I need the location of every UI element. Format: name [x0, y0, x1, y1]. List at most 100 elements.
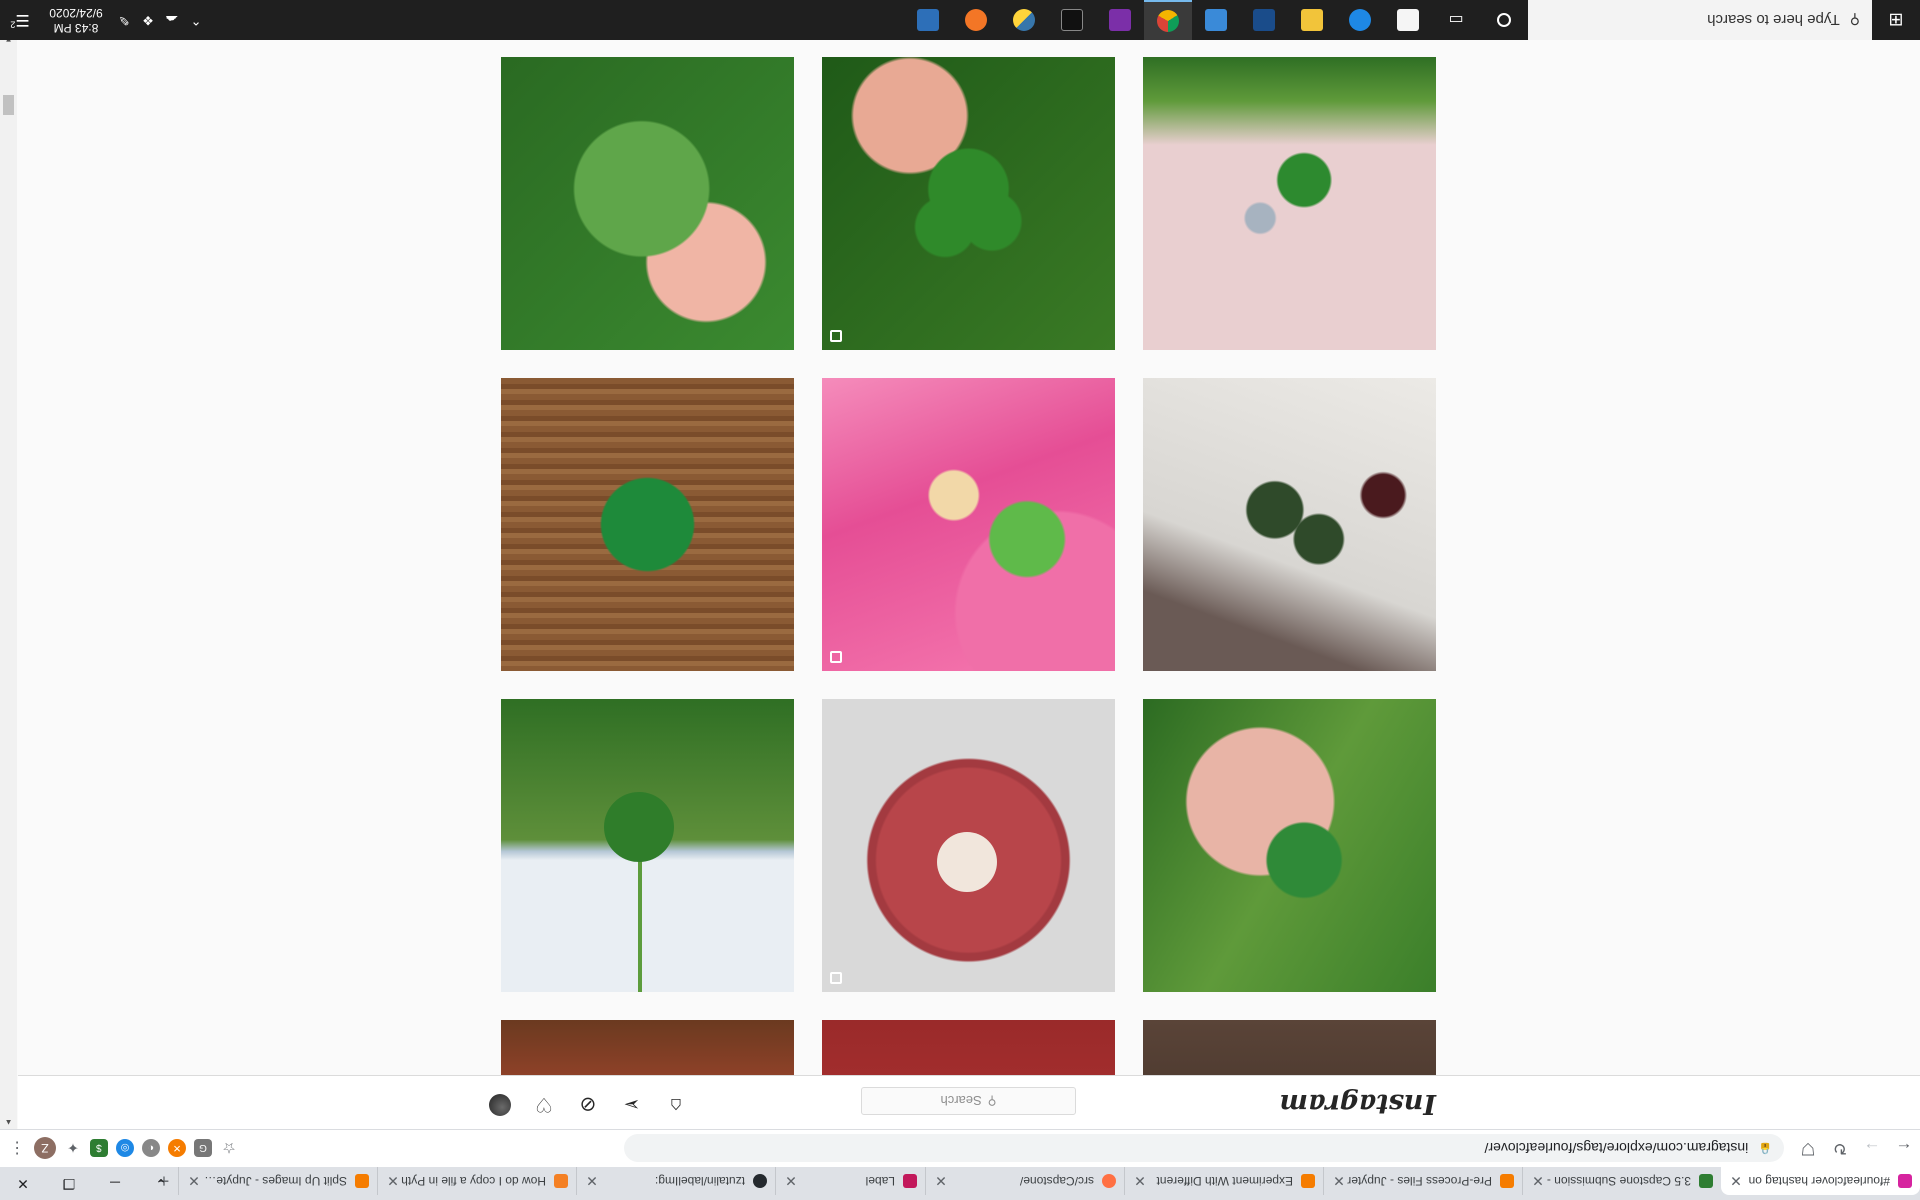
url-text: instagram.com/explore/tags/fourleafclove…	[1484, 1140, 1749, 1157]
puzzle-extensions-icon[interactable]: ✦	[67, 1140, 79, 1157]
tab-close-icon[interactable]: ✕	[1730, 1173, 1742, 1190]
page-scrollbar[interactable]: ▲ ▼	[0, 33, 17, 1129]
windows-start-icon[interactable]: ⊞	[1888, 10, 1904, 31]
dropbox-icon[interactable]: ❖	[142, 13, 154, 28]
jupyter-icon[interactable]	[952, 0, 1000, 40]
tab-close-icon[interactable]: ✕	[387, 1173, 399, 1190]
post-thumbnail[interactable]	[501, 57, 794, 350]
star-icon[interactable]: ☆	[222, 1139, 236, 1156]
post-thumbnail[interactable]	[822, 699, 1115, 992]
office-app-icon[interactable]	[1384, 0, 1432, 40]
tab-instagram[interactable]: #fourleafclover hashtag on ✕	[1721, 1167, 1920, 1195]
onenote-icon[interactable]	[1096, 0, 1144, 40]
post-thumbnail[interactable]	[501, 378, 794, 671]
pen-icon[interactable]: ✎	[118, 13, 130, 28]
post-thumbnail[interactable]	[1143, 378, 1436, 671]
instagram-search-input[interactable]: ⚲ Search	[861, 1087, 1076, 1115]
terminal-icon[interactable]	[1048, 0, 1096, 40]
tab-label: How do I copy a file in Pyth	[401, 1174, 546, 1188]
profile-avatar-icon[interactable]	[488, 1093, 512, 1117]
tab-close-icon[interactable]: ✕	[586, 1173, 598, 1190]
tab-label-tool[interactable]: Label ✕	[775, 1167, 925, 1195]
search-icon: ⚲	[1849, 12, 1860, 29]
back-arrow-icon[interactable]: ←	[1895, 1139, 1913, 1159]
calculator-app-icon[interactable]	[904, 0, 952, 40]
tab-close-icon[interactable]: ✕	[1532, 1173, 1544, 1190]
notification-center-icon[interactable]: ☰2	[10, 11, 30, 30]
tab-label: #fourleafclover hashtag on	[1748, 1174, 1890, 1188]
x-extension-icon[interactable]: ✕	[168, 1139, 186, 1157]
tab-search-icon[interactable]: ⌄	[155, 1176, 167, 1192]
window-controls: ⌄ ─ ❐ ✕	[0, 1167, 184, 1200]
search-icon: ⚲	[987, 1094, 997, 1108]
photos-app-icon[interactable]	[1192, 0, 1240, 40]
tab-labelimg-github[interactable]: tzutalin/labelImg: ✕	[576, 1167, 775, 1195]
carousel-icon	[830, 330, 842, 342]
tab-stackoverflow[interactable]: How do I copy a file in Pyth ✕	[377, 1167, 576, 1195]
cortana-icon[interactable]	[1480, 0, 1528, 40]
circle-extension-icon[interactable]: ◐	[142, 1139, 160, 1157]
lock-icon[interactable]: 🔒	[1758, 1142, 1772, 1154]
instagram-logo[interactable]: Instagram	[1279, 1088, 1436, 1119]
github-favicon-icon	[753, 1174, 767, 1188]
kebab-menu-icon[interactable]: ⋮	[9, 1139, 25, 1156]
jupyter-spinner-favicon-icon	[1102, 1174, 1116, 1188]
python-icon[interactable]	[1000, 0, 1048, 40]
tab-close-icon[interactable]: ✕	[188, 1173, 200, 1190]
g-extension-icon[interactable]: G	[194, 1139, 212, 1157]
scroll-up-icon[interactable]: ▲	[4, 1118, 13, 1127]
tab-split-up-images[interactable]: Split Up Images - Jupyter N ✕	[178, 1167, 377, 1195]
tab-close-icon[interactable]: ✕	[785, 1173, 797, 1190]
bookmark-icon[interactable]: ⛉	[1801, 1139, 1815, 1159]
explore-compass-icon[interactable]: ⊘	[579, 1093, 597, 1116]
post-thumbnail[interactable]	[822, 57, 1115, 350]
profile-avatar[interactable]: Z	[34, 1137, 56, 1159]
tab-close-icon[interactable]: ✕	[935, 1173, 947, 1190]
minimize-icon[interactable]: ─	[110, 1175, 120, 1192]
clover-stem	[638, 852, 642, 992]
post-thumbnail[interactable]	[1143, 57, 1436, 350]
activity-heart-icon[interactable]: ♡	[535, 1093, 553, 1116]
tab-close-icon[interactable]: ✕	[1134, 1173, 1146, 1190]
address-bar[interactable]: 🔒 instagram.com/explore/tags/fourleafclo…	[624, 1134, 1784, 1163]
reload-icon[interactable]: ↻	[1832, 1139, 1848, 1159]
home-icon[interactable]: ⌂	[669, 1094, 683, 1117]
post-thumbnail[interactable]	[822, 1020, 1115, 1075]
chrome-icon[interactable]	[1144, 0, 1192, 40]
instagram-nav: ⌂ ➢ ⊘ ♡	[488, 1093, 688, 1117]
tab-preprocess-files[interactable]: Pre-Process Files - Jupyter ✕	[1323, 1167, 1522, 1195]
stackoverflow-favicon-icon	[554, 1174, 568, 1188]
post-thumbnail[interactable]	[1143, 1020, 1436, 1075]
sd-app-icon[interactable]	[1240, 0, 1288, 40]
tab-label: Experiment With Different	[1156, 1174, 1294, 1188]
blue-extension-icon[interactable]: ◎	[116, 1139, 134, 1157]
tab-label: Pre-Process Files - Jupyter	[1347, 1174, 1492, 1188]
file-explorer-icon[interactable]	[1288, 0, 1336, 40]
taskbar-clock[interactable]: 8:43 PM 9/24/2020	[40, 5, 112, 35]
taskbar-search-input[interactable]: ⚲ Type here to search	[1528, 0, 1872, 40]
forward-arrow-icon[interactable]: →	[1863, 1139, 1881, 1159]
dollar-extension-icon[interactable]: $	[90, 1139, 108, 1157]
clock-time: 8:43 PM	[53, 21, 99, 35]
post-thumbnail[interactable]	[501, 699, 794, 992]
restore-icon[interactable]: ❐	[62, 1176, 76, 1192]
tab-src-capstone[interactable]: src/Capstone/ ✕	[925, 1167, 1124, 1195]
taskbar-search-placeholder: Type here to search	[1707, 11, 1840, 29]
post-thumbnail[interactable]	[501, 1020, 794, 1075]
tab-close-icon[interactable]: ✕	[1333, 1173, 1345, 1190]
post-thumbnail[interactable]	[822, 378, 1115, 671]
edge-icon[interactable]	[1336, 0, 1384, 40]
show-hidden-icons-icon[interactable]: ⌃	[190, 13, 202, 28]
capstone-favicon-icon	[1699, 1174, 1713, 1188]
task-view-icon[interactable]: ▭	[1448, 11, 1464, 28]
post-thumbnail[interactable]	[1143, 699, 1436, 992]
close-window-icon[interactable]: ✕	[17, 1176, 29, 1192]
direct-message-icon[interactable]: ➢	[623, 1093, 641, 1116]
scrollbar-thumb[interactable]	[3, 95, 14, 115]
posts-grid	[501, 33, 1436, 1075]
pencil-favicon-icon	[903, 1174, 917, 1188]
tab-capstone-submission[interactable]: 3.5 Capstone Submission - ✕	[1522, 1167, 1721, 1195]
tab-experiment[interactable]: Experiment With Different ✕	[1124, 1167, 1323, 1195]
tab-label: Label	[865, 1174, 895, 1188]
onedrive-icon[interactable]: ☁	[165, 13, 179, 28]
